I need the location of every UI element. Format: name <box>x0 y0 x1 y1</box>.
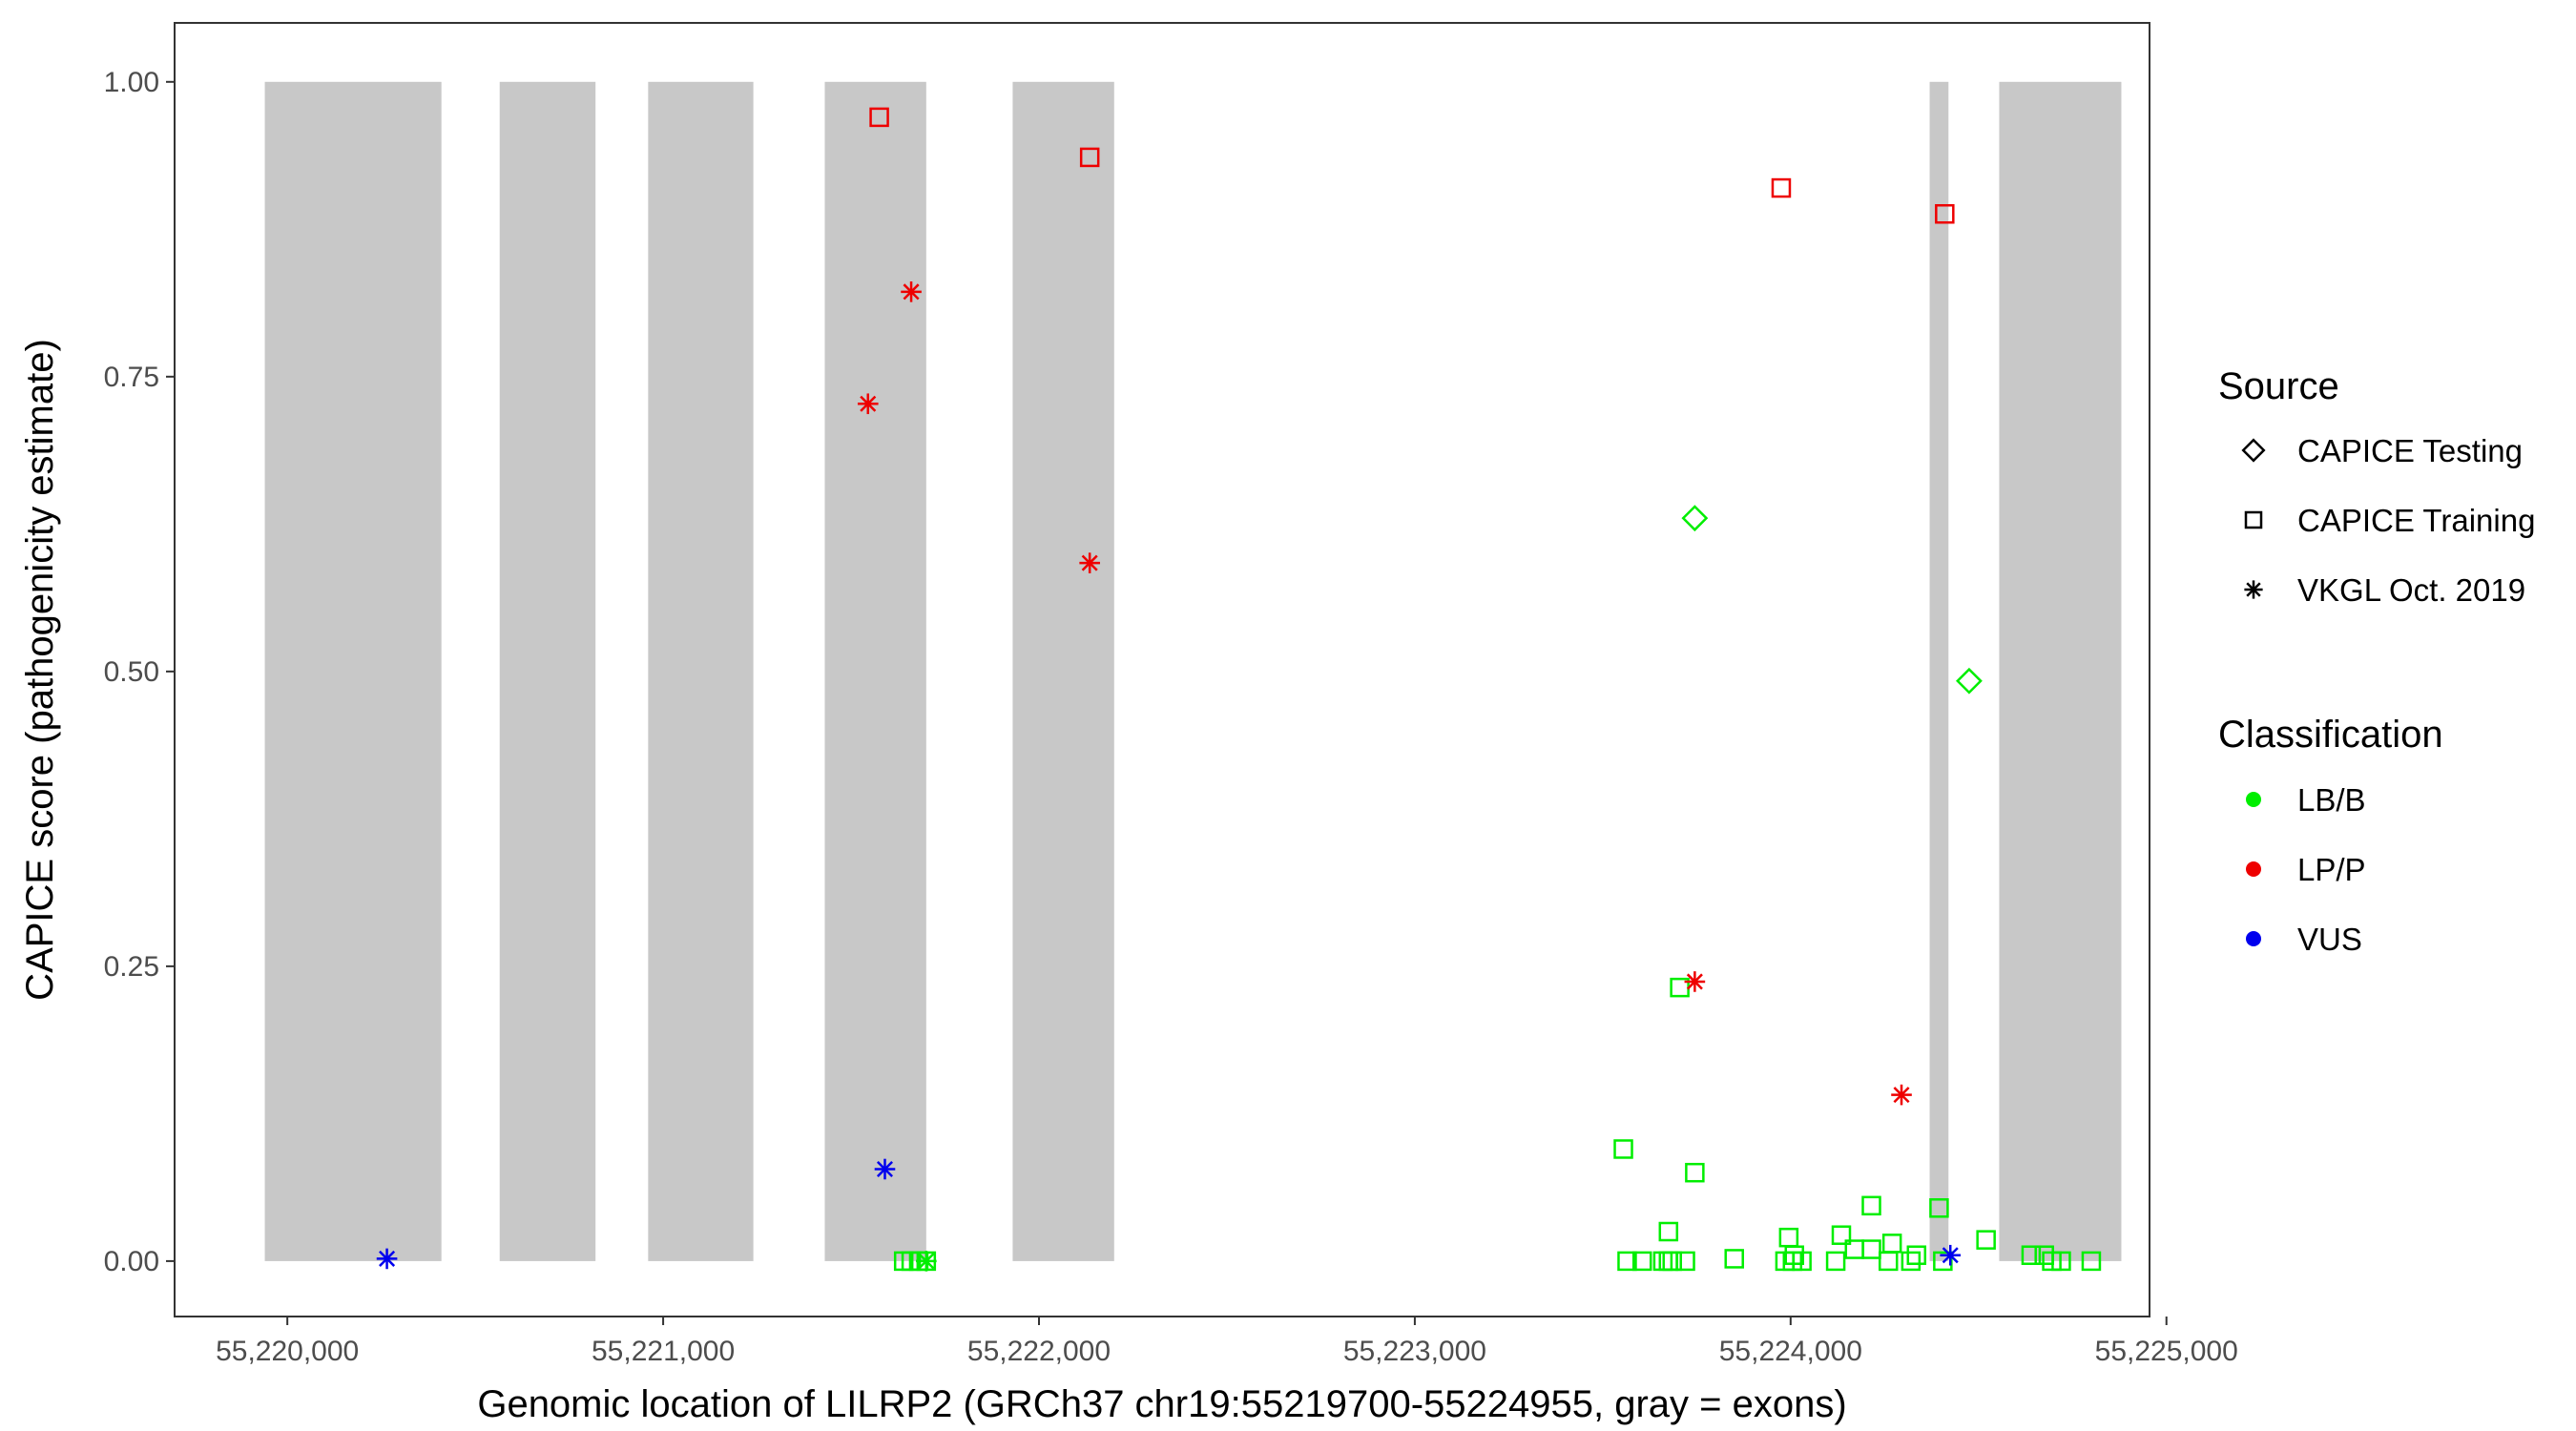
data-point <box>1861 1239 1881 1259</box>
legend-source-items: CAPICE Testing CAPICE Training VKGL Oct. 2… <box>2241 433 2535 608</box>
exon-band <box>648 81 754 1261</box>
data-point <box>1929 1198 1949 1218</box>
dot-marker <box>2246 931 2261 946</box>
legend-label: CAPICE Testing <box>2297 433 2523 468</box>
legend-classification-title: Classification <box>2218 714 2443 756</box>
legend-item: LP/P <box>2246 852 2366 887</box>
legend-label: VUS <box>2297 922 2362 957</box>
data-point <box>1940 1244 1962 1266</box>
y-tick-label: 0.25 <box>104 951 159 983</box>
data-point <box>1881 1234 1902 1254</box>
data-point <box>1681 505 1709 532</box>
data-point <box>1631 1251 1652 1272</box>
data-point <box>1935 203 1955 224</box>
data-point <box>1685 1162 1705 1183</box>
legend-item: VKGL Oct. 2019 <box>2244 572 2525 608</box>
data-point <box>869 107 889 128</box>
data-point <box>1891 1084 1912 1106</box>
data-point <box>1831 1225 1852 1245</box>
data-point <box>1724 1249 1744 1269</box>
x-tick-label: 55,225,000 <box>2095 1336 2238 1367</box>
dot-marker <box>2246 792 2261 807</box>
y-axis-title: CAPICE score (pathogenicity estimate) <box>19 339 61 1001</box>
x-tick-label: 55,220,000 <box>216 1336 359 1367</box>
x-axis: 55,220,000 55,221,000 55,222,000 55,223,000… <box>216 1317 2238 1367</box>
legend-source-title: Source <box>2218 365 2339 407</box>
exon-band <box>1999 81 2122 1261</box>
data-point <box>1878 1251 1899 1272</box>
square-marker <box>2244 510 2263 529</box>
legend: Source Classification CAPICE TestingCAPI… <box>2218 365 2535 957</box>
data-point <box>1079 147 1100 168</box>
legend-item: LB/B <box>2246 782 2366 818</box>
data-point <box>1778 1227 1799 1248</box>
data-point <box>1684 971 1706 992</box>
legend-item: CAPICE Testing <box>2241 433 2523 468</box>
data-point <box>1675 1251 1695 1272</box>
data-point <box>1658 1221 1679 1242</box>
data-point <box>1825 1251 1846 1272</box>
data-point <box>1613 1139 1633 1159</box>
x-tick-label: 55,222,000 <box>967 1336 1111 1367</box>
y-tick-label: 1.00 <box>104 67 159 98</box>
exon-band <box>824 81 926 1261</box>
data-point <box>1079 552 1100 573</box>
diamond-marker <box>2241 438 2266 463</box>
legend-label: VKGL Oct. 2019 <box>2297 572 2525 608</box>
y-tick-label: 0.50 <box>104 656 159 688</box>
asterisk-marker <box>2244 580 2263 599</box>
x-tick-label: 55,223,000 <box>1343 1336 1486 1367</box>
legend-label: LP/P <box>2297 852 2366 887</box>
data-point <box>1662 1251 1682 1272</box>
legend-classification-items: LB/B LP/P VUS <box>2246 782 2366 957</box>
data-point <box>1861 1195 1881 1216</box>
legend-label: CAPICE Training <box>2297 503 2535 538</box>
data-point <box>2051 1251 2071 1272</box>
legend-item: CAPICE Training <box>2244 503 2535 538</box>
data-point <box>1976 1230 1996 1250</box>
y-tick-label: 0.00 <box>104 1246 159 1277</box>
data-point <box>874 1158 896 1180</box>
exon-bands <box>264 81 2122 1261</box>
data-points <box>376 107 2102 1272</box>
x-tick-label: 55,221,000 <box>592 1336 735 1367</box>
data-point <box>916 1251 937 1272</box>
data-point <box>2081 1251 2102 1272</box>
x-axis-title: Genomic location of LILRP2 (GRCh37 chr19… <box>477 1383 1846 1425</box>
data-point <box>1901 1251 1922 1272</box>
data-point <box>1906 1245 1927 1265</box>
y-axis: 0.00 0.25 0.50 0.75 1.00 <box>104 67 175 1277</box>
data-point <box>2021 1245 2042 1265</box>
exon-band <box>264 81 442 1261</box>
data-point <box>1956 667 1983 695</box>
data-point <box>857 393 879 415</box>
exon-band <box>499 81 596 1261</box>
legend-item: VUS <box>2246 922 2362 957</box>
exon-band <box>1929 81 1949 1261</box>
data-point <box>376 1248 398 1270</box>
exon-band <box>1012 81 1114 1261</box>
x-tick-label: 55,224,000 <box>1719 1336 1862 1367</box>
data-point <box>1771 177 1792 198</box>
data-point <box>1617 1251 1637 1272</box>
legend-label: LB/B <box>2297 782 2366 818</box>
data-point <box>1784 1245 1805 1265</box>
dot-marker <box>2246 861 2261 877</box>
y-tick-label: 0.75 <box>104 362 159 393</box>
data-point <box>901 281 922 302</box>
plot-panel-border <box>174 22 2150 1317</box>
